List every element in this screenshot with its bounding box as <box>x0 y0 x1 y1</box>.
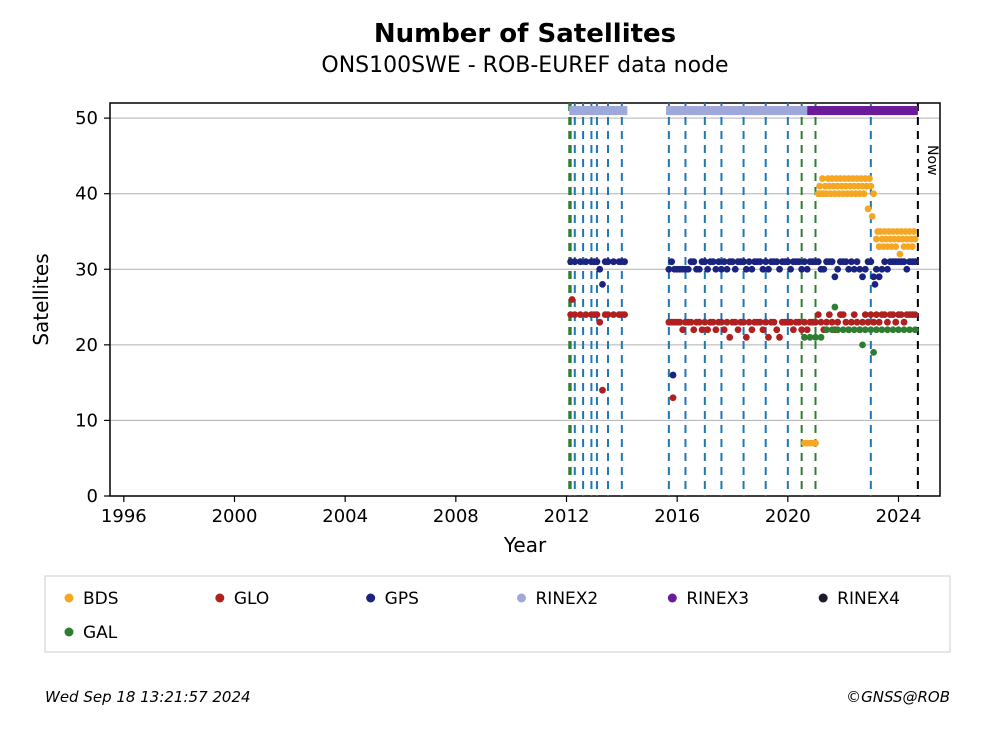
y-axis-label: Satellites <box>29 253 53 345</box>
y-tick-label: 20 <box>75 335 98 356</box>
legend-label-bds: BDS <box>83 589 119 609</box>
legend: BDS GLO GPS RINEX2 RINEX3 RINEX4 GAL <box>45 576 950 652</box>
legend-marker-gal <box>65 628 74 637</box>
footer-timestamp: Wed Sep 18 13:21:57 2024 <box>45 688 251 706</box>
bar-rinex2 <box>569 106 627 115</box>
x-tick-label: 2012 <box>544 506 590 527</box>
series-BDS <box>801 175 918 446</box>
legend-label-gal: GAL <box>83 623 118 643</box>
legend-marker-rinex2 <box>517 594 526 603</box>
bar-rinex2 <box>666 106 807 115</box>
x-tick-label: 2020 <box>765 506 811 527</box>
y-tick-label: 0 <box>87 486 98 507</box>
y-tick-label: 10 <box>75 410 98 431</box>
y-tick-label: 30 <box>75 259 98 280</box>
x-tick-label: 2004 <box>322 506 368 527</box>
plot-area: 1996 2000 2004 2008 2012 2016 2020 2024 0 10 20 30 4… <box>75 103 940 527</box>
bar-rinex3 <box>807 106 918 115</box>
x-tick-label: 1996 <box>101 506 147 527</box>
legend-marker-bds <box>65 594 74 603</box>
legend-marker-rinex4 <box>819 594 828 603</box>
x-tick-label: 2000 <box>212 506 258 527</box>
x-axis-label: Year <box>503 533 547 557</box>
y-tick-label: 50 <box>75 108 98 129</box>
y-tick-label: 40 <box>75 184 98 205</box>
legend-marker-glo <box>215 594 224 603</box>
footer-credit: ©GNSS@ROB <box>846 688 950 706</box>
legend-marker-rinex3 <box>668 594 677 603</box>
legend-label-gps: GPS <box>385 589 419 609</box>
x-tick-label: 2008 <box>433 506 479 527</box>
legend-label-glo: GLO <box>234 589 269 609</box>
chart-subtitle: ONS100SWE - ROB-EUREF data node <box>321 53 728 78</box>
chart-title: Number of Satellites <box>374 19 676 49</box>
now-label: Now <box>924 145 940 176</box>
legend-label-rinex3: RINEX3 <box>686 589 749 609</box>
legend-label-rinex4: RINEX4 <box>837 589 900 609</box>
x-tick-label: 2024 <box>876 506 922 527</box>
x-tick-label: 2016 <box>654 506 700 527</box>
legend-marker-gps <box>366 594 375 603</box>
legend-label-rinex2: RINEX2 <box>536 589 599 609</box>
satellite-chart: Number of Satellites ONS100SWE - ROB-EUR… <box>0 0 992 734</box>
